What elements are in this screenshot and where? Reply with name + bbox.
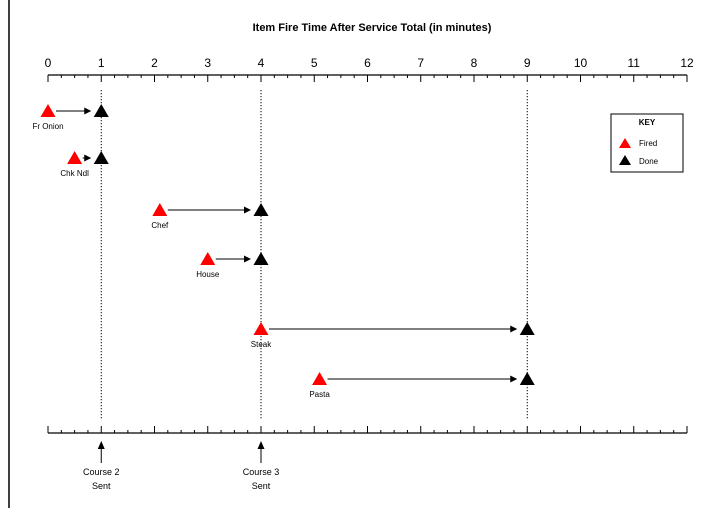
axis-tick-label: 10 [574,56,588,70]
arrow-head-icon [84,154,92,162]
fired-triangle-icon [152,203,168,216]
done-triangle-icon [519,322,535,335]
axis-tick-label: 12 [680,56,694,70]
item-row: Pasta [309,372,535,399]
guide-label: Course 2 [83,467,120,477]
done-triangle-icon [93,104,109,117]
item-row: Fr Onion [32,104,109,131]
key-title: KEY [639,118,656,127]
axis-tick-label: 11 [628,56,641,70]
diagram-title: Item Fire Time After Service Total (in m… [253,22,492,34]
guide-label: Course 3 [243,467,280,477]
item-label: Steak [251,340,272,349]
axis-tick-label: 0 [45,56,52,70]
item-label: House [196,270,220,279]
arrow-head-icon [510,375,518,383]
item-label: Chef [151,221,169,230]
fired-triangle-icon [312,372,328,385]
guide-lines: Course 2 Sent Course 3 Sent [83,90,528,491]
arrow-head-icon [84,107,92,115]
arrow-head-icon [244,255,251,263]
key-done-label: Done [639,157,659,166]
axis-tick-label: 9 [524,56,531,70]
item-row: Chef [151,203,269,230]
item-label: Fr Onion [32,122,63,131]
axis-tick-label: 8 [471,56,478,70]
up-arrow-icon [97,441,105,449]
axis-tick-label: 3 [204,56,211,70]
item-row: Chk Ndl [60,151,109,178]
done-triangle-icon [93,151,109,164]
guide-label: Sent [252,481,271,491]
axis-tick-label: 4 [258,56,265,70]
fired-triangle-icon [40,104,56,117]
guide-label: Sent [92,481,111,491]
bottom-axis [47,426,688,434]
axis-tick-label: 6 [364,56,371,70]
done-triangle-icon [519,372,535,385]
item-row: House [196,252,269,279]
axis-tick-label: 5 [311,56,318,70]
item-label: Chk Ndl [60,169,89,178]
fired-triangle-icon [67,151,83,164]
item-row: Steak [251,322,535,349]
key-fired-label: Fired [639,139,657,148]
up-arrow-icon [257,441,265,449]
done-triangle-icon [253,203,269,216]
fired-triangle-icon [619,138,631,148]
arrow-head-icon [244,206,251,214]
key-legend: KEY Fired Done [610,113,684,173]
axis-tick-label: 1 [98,56,105,70]
arrow-head-icon [510,325,518,333]
axis-tick-label: 7 [417,56,424,70]
axis-tick-label: 2 [151,56,158,70]
top-axis: 0 1 2 3 4 5 6 7 8 9 10 11 12 [45,56,694,82]
fired-triangle-icon [253,322,269,335]
done-triangle-icon [619,155,631,165]
item-label: Pasta [309,390,330,399]
done-triangle-icon [253,252,269,265]
item-rows: Fr Onion Chk Ndl Chef House Steak Pasta [32,104,535,399]
fired-triangle-icon [200,252,216,265]
